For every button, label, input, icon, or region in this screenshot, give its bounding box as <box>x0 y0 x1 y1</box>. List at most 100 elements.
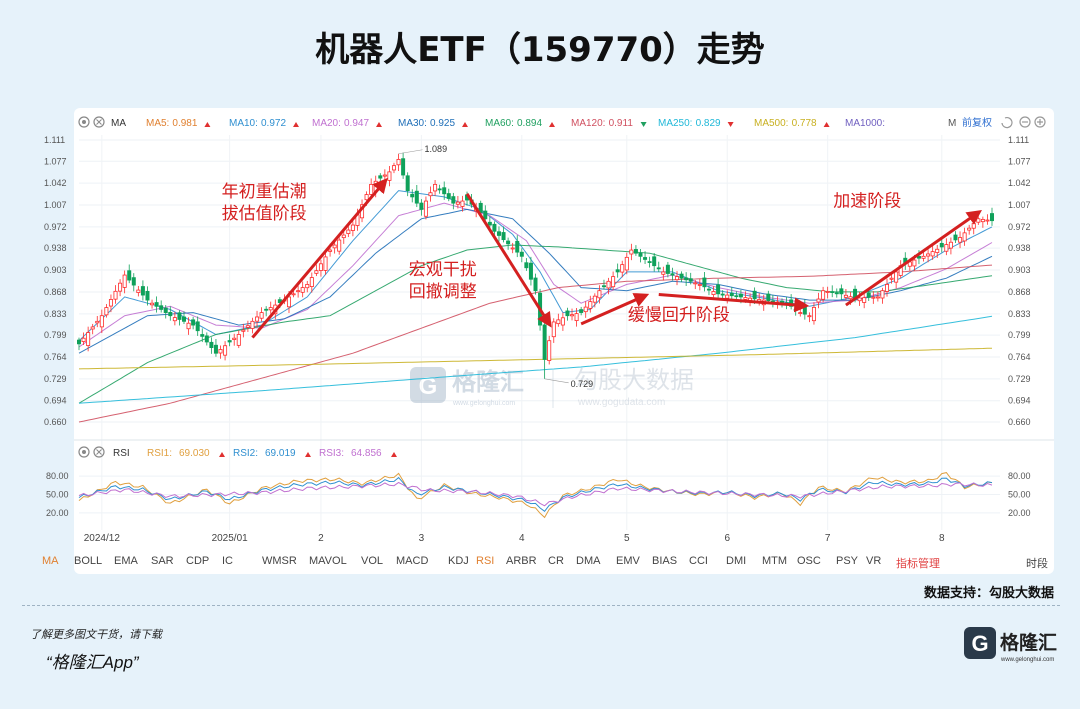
menu-item[interactable]: EMV <box>616 555 640 567</box>
rsi-tick-label: 20.00 <box>46 508 69 518</box>
candle <box>401 158 406 176</box>
candle <box>738 293 743 298</box>
rsi-tick-label: 50.00 <box>1008 490 1031 500</box>
high-label: 1.089 <box>425 144 448 154</box>
menu-item[interactable]: CDP <box>186 555 210 567</box>
zoom-out-icon[interactable] <box>1019 116 1031 128</box>
candle <box>346 229 351 234</box>
menu-item[interactable]: MTM <box>762 555 788 567</box>
candle <box>551 321 556 338</box>
candle <box>935 248 940 253</box>
gelonghui-logo: G 格隆汇 www.gelonghui.com <box>964 627 1057 663</box>
menu-item[interactable]: 时段 <box>1026 558 1048 570</box>
candle <box>501 232 506 241</box>
candle <box>821 290 826 300</box>
svg-text:G: G <box>971 631 988 656</box>
candle <box>181 316 186 322</box>
candle <box>871 296 876 299</box>
rsi-close-icon[interactable] <box>93 446 105 458</box>
footer-download-hint: 了解更多图文干货，请下载 <box>30 629 162 641</box>
rsi-tick-label: 50.00 <box>46 490 69 500</box>
y-tick-label: 0.868 <box>44 287 67 297</box>
menu-item[interactable]: CR <box>548 555 564 567</box>
candle <box>524 262 529 269</box>
menu-item[interactable]: ARBR <box>506 555 537 567</box>
menu-item[interactable]: VR <box>866 555 882 567</box>
rsi-tick-label: 20.00 <box>1008 508 1031 518</box>
candle <box>588 301 593 309</box>
candle <box>752 290 757 300</box>
candle <box>396 158 401 166</box>
menu-item[interactable]: DMA <box>576 555 601 567</box>
zoom-in-icon[interactable] <box>1034 116 1046 128</box>
candle <box>455 201 460 205</box>
candle <box>597 290 602 299</box>
candle <box>328 249 333 252</box>
menu-item[interactable]: DMI <box>726 555 747 567</box>
candle <box>442 187 447 195</box>
candle <box>693 282 698 285</box>
candle <box>944 244 949 252</box>
candle <box>866 292 871 298</box>
candle <box>939 242 944 248</box>
candle <box>168 311 173 317</box>
candle <box>478 202 483 213</box>
candle <box>341 234 346 239</box>
candle <box>350 224 355 231</box>
menu-item[interactable]: CCI <box>689 555 708 567</box>
candle <box>510 247 515 250</box>
menu-item[interactable]: OSC <box>797 555 821 567</box>
menu-item[interactable]: BIAS <box>652 555 678 567</box>
candle <box>885 284 890 292</box>
candle <box>848 296 853 300</box>
menu-item[interactable]: VOL <box>361 555 384 567</box>
candle <box>601 285 606 288</box>
candle <box>684 277 689 281</box>
menu-item[interactable]: MACD <box>396 555 429 567</box>
y-tick-label: 0.660 <box>1008 417 1031 427</box>
y-tick-label: 0.972 <box>1008 222 1031 232</box>
candle <box>985 219 990 222</box>
candle <box>264 308 269 311</box>
candle <box>579 309 584 313</box>
menu-item[interactable]: MAVOL <box>309 555 347 567</box>
candle <box>766 293 771 302</box>
candle <box>675 276 680 281</box>
rsi-tick-label: 80.00 <box>1008 471 1031 481</box>
trend-arrow <box>251 177 388 339</box>
menu-item[interactable]: 指标管理 <box>896 558 940 570</box>
close-icon[interactable] <box>93 116 105 128</box>
menu-item[interactable]: EMA <box>114 555 138 567</box>
menu-item[interactable]: WMSR <box>262 555 297 567</box>
menu-item[interactable]: PSY <box>836 555 859 567</box>
trend-indicator-icon <box>640 122 647 127</box>
y-tick-label: 1.042 <box>44 178 67 188</box>
candle <box>862 297 867 303</box>
menu-item[interactable]: BOLL <box>74 555 103 567</box>
candle <box>337 239 342 252</box>
undo-icon[interactable] <box>1001 117 1013 129</box>
rsi-settings-gear-icon[interactable] <box>78 446 90 458</box>
candle <box>583 306 588 313</box>
candle <box>419 202 424 210</box>
candle <box>633 249 638 254</box>
watermark-brand2: 勾股大数据 <box>574 367 694 394</box>
adjust-mode-button[interactable]: 前复权 <box>962 116 992 129</box>
settings-gear-icon[interactable] <box>78 116 90 128</box>
menu-item[interactable]: KDJ <box>448 555 469 567</box>
watermark-brand1: 格隆汇 <box>452 368 524 396</box>
x-tick-label: 6 <box>724 533 730 544</box>
menu-item[interactable]: IC <box>222 555 233 567</box>
y-tick-label: 1.007 <box>44 200 67 210</box>
rsi-line-rsi3 <box>78 481 993 507</box>
candle <box>391 165 396 171</box>
menu-item[interactable]: RSI <box>476 555 495 567</box>
adjust-mode-m[interactable]: M <box>948 118 956 129</box>
menu-item[interactable]: MA <box>42 555 59 567</box>
candle <box>186 322 191 330</box>
ma-legend-label: MA5: <box>146 118 169 129</box>
menu-item[interactable]: SAR <box>151 555 174 567</box>
x-tick-label: 8 <box>939 533 945 544</box>
candle <box>811 306 816 322</box>
svg-text:G: G <box>419 373 438 400</box>
